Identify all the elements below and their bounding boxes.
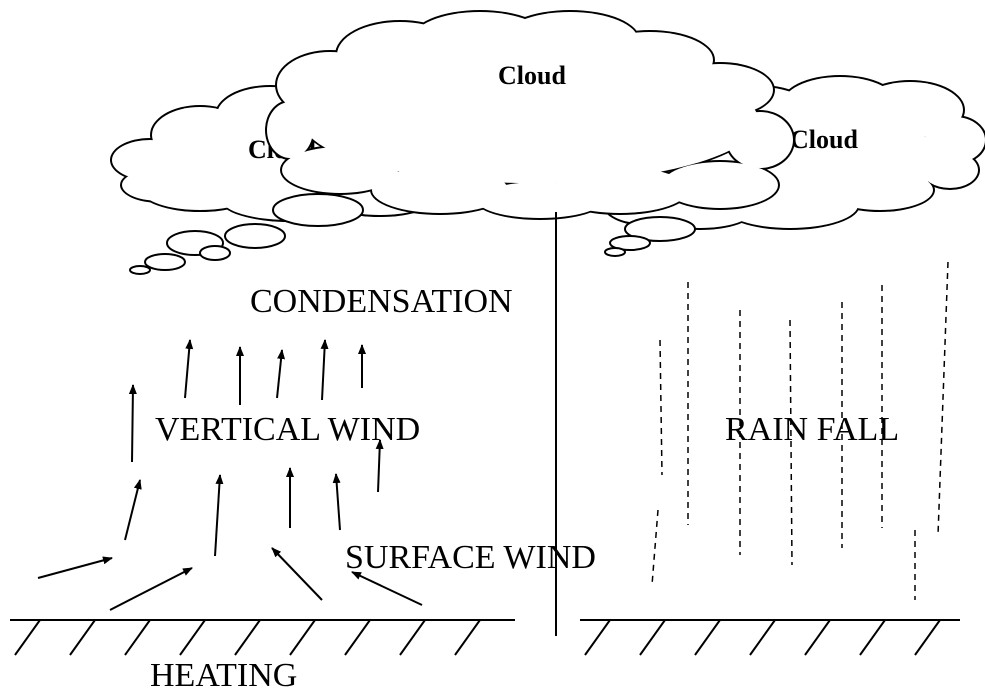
hatch [344,619,371,656]
hatch [124,619,151,656]
bubble [624,216,696,242]
bubble [129,265,151,275]
surface-wind-label: SURFACE WIND [345,539,596,576]
arrow [184,339,194,399]
hatch [804,619,831,656]
heating-label: HEATING [150,657,297,694]
condensation-label: CONDENSATION [250,283,513,320]
rain-fall-label: RAIN FALL [725,411,899,448]
arrow [128,384,137,463]
arrow [276,349,286,399]
cloud-fill [302,57,758,183]
cloud-fill [267,102,313,158]
rain [651,509,659,586]
hatch [639,619,666,656]
hatch [859,619,886,656]
bubble [609,235,651,251]
hatch [14,619,41,656]
arrow [37,556,113,579]
bubble [604,247,626,257]
arrow [124,479,142,541]
rain [659,339,663,476]
bubble [199,245,231,261]
cloud-fill [477,182,603,218]
bubble [272,193,364,227]
arrow [271,547,323,601]
arrow [214,474,224,557]
cloud-label: Cloud [498,61,566,90]
cloud-label: Cloud [790,125,858,154]
cloud-fill [662,162,778,208]
hatch [694,619,721,656]
cloud: Cloud [265,10,795,220]
hatch [69,619,96,656]
vertical-wind-label: VERTICAL WIND [155,411,420,448]
hatch [234,619,261,656]
arrow [109,567,193,611]
hatch [454,619,481,656]
arrow [375,439,384,493]
arrow [320,339,329,401]
bubble [144,253,186,271]
lines [10,212,960,656]
arrow [351,571,423,606]
arrow [332,473,341,531]
hatch [584,619,611,656]
bubble [224,223,286,249]
clouds: CloudCloudCloud [110,10,985,275]
hatch [914,619,941,656]
hatch [289,619,316,656]
rain [937,261,949,536]
hatch [179,619,206,656]
rain [789,319,793,566]
hatch [749,619,776,656]
hatch [399,619,426,656]
